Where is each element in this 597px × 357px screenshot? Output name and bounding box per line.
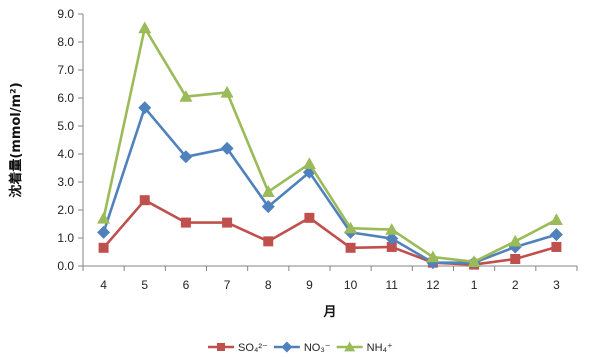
y-tick-label: 2.0 — [57, 203, 74, 217]
data-point-square — [551, 241, 562, 252]
data-point-triangle — [220, 85, 234, 98]
data-point-triangle — [97, 211, 111, 224]
x-tick-label: 5 — [141, 278, 148, 292]
data-point-triangle — [549, 213, 563, 225]
series-square — [98, 195, 562, 270]
y-axis-title: 沈着量(mmol/m²) — [8, 82, 24, 197]
legend-label: NH₄⁺ — [367, 342, 393, 354]
data-point-diamond — [385, 232, 399, 246]
x-tick-label: 12 — [426, 278, 440, 292]
series-triangle — [97, 21, 563, 267]
y-tick-labels: 0.0 1.0 2.0 3.0 4.0 5.0 6.0 7.0 8.0 9.0 — [57, 7, 74, 273]
data-point-square — [98, 242, 109, 253]
data-point-triangle — [302, 157, 316, 169]
x-tick-label: 8 — [265, 278, 272, 292]
x-tick-label: 9 — [306, 278, 313, 292]
x-tick-label: 6 — [183, 278, 190, 292]
y-tick-label: 6.0 — [57, 91, 74, 105]
data-point-square — [222, 217, 233, 228]
data-point-triangle — [344, 221, 358, 234]
data-point-square — [345, 242, 356, 253]
legend-label: NO₃⁻ — [304, 342, 331, 354]
y-tick-label: 8.0 — [57, 35, 74, 49]
series-layer — [97, 21, 563, 270]
legend-item: NO₃⁻ — [273, 341, 331, 354]
x-tick-label: 2 — [512, 278, 519, 292]
x-tick-labels: 4 5 6 7 8 9 10 11 12 1 2 3 — [100, 278, 560, 292]
data-point-triangle — [385, 223, 399, 235]
data-point-square — [263, 236, 274, 247]
data-point-square — [386, 241, 397, 252]
series-line — [102, 26, 558, 264]
data-point-triangle — [508, 234, 522, 247]
axes — [78, 13, 578, 271]
data-point-diamond — [549, 228, 563, 242]
data-point-triangle — [467, 255, 481, 267]
y-tick-label: 1.0 — [57, 231, 74, 245]
y-tick-label: 7.0 — [57, 63, 74, 77]
data-point-triangle — [138, 21, 152, 34]
y-tick-label: 4.0 — [57, 147, 74, 161]
x-axis-title: 月 — [322, 305, 336, 320]
y-tick-label: 0.0 — [57, 259, 74, 273]
data-point-diamond — [281, 341, 293, 353]
x-tick-label: 4 — [100, 278, 107, 292]
legend: SO₄²⁻ NO₃⁻ NH₄⁺ — [208, 341, 393, 354]
x-tick-label: 7 — [224, 278, 231, 292]
y-tick-label: 9.0 — [57, 7, 74, 21]
data-point-diamond — [220, 141, 234, 155]
x-tick-label: 1 — [471, 278, 478, 292]
data-point-square — [217, 343, 225, 351]
data-point-square — [510, 254, 521, 264]
y-tick-label: 5.0 — [57, 119, 74, 133]
legend-label: SO₄²⁻ — [238, 342, 268, 354]
data-point-triangle — [261, 185, 275, 197]
legend-item: SO₄²⁻ — [208, 342, 268, 354]
y-tick-label: 3.0 — [57, 175, 74, 189]
data-point-square — [180, 217, 191, 228]
data-point-triangle — [179, 90, 193, 102]
data-point-triangle — [426, 250, 440, 263]
data-point-diamond — [261, 200, 275, 214]
legend-item: NH₄⁺ — [336, 341, 393, 354]
data-point-square — [139, 195, 150, 206]
x-tick-label: 11 — [386, 278, 399, 292]
x-tick-label: 3 — [553, 278, 560, 292]
data-point-square — [304, 212, 315, 223]
data-point-diamond — [138, 101, 152, 115]
data-point-triangle — [344, 341, 356, 352]
data-point-diamond — [179, 150, 193, 164]
series-diamond — [97, 101, 563, 270]
series-line — [102, 198, 557, 266]
x-tick-label: 10 — [344, 278, 358, 292]
data-point-diamond — [97, 225, 111, 239]
series-line — [102, 106, 557, 264]
